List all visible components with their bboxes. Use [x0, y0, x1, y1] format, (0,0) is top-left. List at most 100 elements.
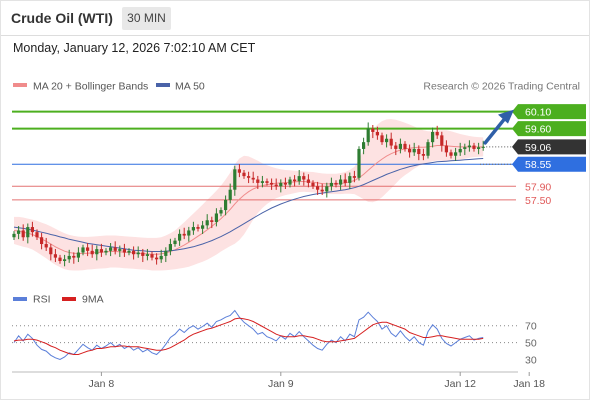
level-tag-59-06 — [512, 139, 586, 155]
forecast-arrow-shaft — [483, 117, 506, 145]
candle-body — [408, 148, 412, 153]
chart-header: Crude Oil (WTI) 30 MIN — [0, 0, 590, 36]
rsi-tick-label: 50 — [525, 338, 537, 350]
candle-body — [40, 237, 44, 245]
candle-body — [380, 135, 384, 143]
ma9-legend-label: 9MA — [82, 294, 104, 306]
candle-body — [283, 182, 287, 185]
candle-body — [426, 142, 430, 156]
candle-body — [325, 186, 329, 192]
instrument-title: Crude Oil (WTI) — [11, 10, 113, 26]
candle-body — [53, 254, 57, 258]
candle-body — [311, 182, 315, 187]
research-credit: Research © 2026 Trading Central — [423, 81, 580, 93]
level-label-58-55: 58.55 — [525, 159, 551, 171]
candle-body — [150, 254, 154, 258]
candle-body — [472, 145, 476, 149]
rsi-ma9-line — [13, 317, 484, 355]
candle-body — [477, 147, 481, 149]
candle-body — [26, 227, 30, 238]
candle-body — [164, 250, 168, 256]
level-label-59-60: 59.60 — [525, 124, 551, 136]
candle-body — [256, 179, 260, 183]
candle-body — [348, 176, 352, 183]
ma50-legend-swatch — [156, 83, 170, 87]
interval-button[interactable]: 30 MIN — [122, 7, 171, 30]
candle-body — [67, 255, 71, 260]
candle-body — [403, 143, 407, 149]
level-tag-59-60 — [512, 121, 586, 137]
candle-body — [293, 179, 297, 182]
candle-body — [306, 179, 310, 183]
x-tick-label: Jan 18 — [513, 378, 545, 390]
candle-body — [339, 179, 343, 185]
candle-body — [191, 227, 195, 231]
candle-body — [113, 247, 117, 251]
candle-body — [49, 247, 53, 255]
candle-body — [30, 227, 34, 233]
candle-body — [95, 249, 99, 255]
candle-body — [178, 233, 182, 241]
level-label-57-90: 57.90 — [525, 181, 551, 193]
candle-body — [288, 179, 292, 185]
candle-body — [435, 131, 439, 136]
candle-body — [265, 181, 269, 183]
x-tick-label: Jan 8 — [89, 378, 115, 390]
candle-body — [270, 182, 274, 185]
x-tick-label: Jan 9 — [268, 378, 294, 390]
ma9-legend-swatch — [62, 297, 76, 301]
candle-body — [132, 250, 136, 255]
rsi-tick-label: 30 — [525, 355, 537, 367]
candle-body — [168, 244, 172, 251]
candle-body — [44, 244, 48, 248]
level-tag-60-10 — [512, 104, 586, 120]
rsi-panel: 70 50 30 — [12, 309, 537, 367]
candle-body — [444, 145, 448, 153]
ma20-legend-swatch — [13, 83, 27, 87]
candle-body — [371, 128, 375, 132]
timestamp-text: Monday, January 12, 2026 7:02:10 AM CET — [13, 41, 256, 55]
candle-body — [357, 148, 361, 178]
candle-body — [398, 143, 402, 149]
candle-body — [417, 148, 421, 155]
candle-body — [214, 213, 218, 222]
ma50-line — [13, 158, 484, 252]
rsi-legend-swatch — [13, 297, 27, 301]
candle-body — [343, 179, 347, 183]
candle-body — [81, 247, 85, 253]
bollinger-band — [14, 119, 484, 271]
candle-body — [279, 182, 283, 187]
candle-body — [481, 146, 485, 148]
candle-body — [182, 233, 186, 236]
candle-body — [118, 249, 122, 251]
rsi-legend-label: RSI — [33, 294, 51, 306]
candle-body — [421, 154, 425, 156]
candle-body — [136, 252, 140, 255]
candle-body — [297, 176, 301, 182]
level-label-57-50: 57.50 — [525, 195, 551, 207]
level-label-59-06: 59.06 — [525, 142, 551, 154]
candle-body — [17, 230, 21, 234]
candle-body — [449, 152, 453, 156]
candle-body — [242, 172, 246, 177]
x-axis: Jan 8 Jan 9 Jan 12 Jan 18 — [12, 371, 545, 390]
rsi-legend: RSI 9MA — [13, 294, 104, 306]
candle-body — [72, 255, 76, 258]
candle-body — [104, 250, 108, 253]
candle-body — [155, 257, 159, 260]
candle-body — [228, 189, 232, 200]
x-tick-label: Jan 12 — [444, 378, 476, 390]
candle-body — [316, 186, 320, 190]
candle-body — [366, 128, 370, 143]
candle-body — [63, 259, 67, 262]
candle-body — [205, 220, 209, 226]
candle-body — [99, 249, 103, 253]
candle-body — [362, 142, 366, 149]
candle-body — [389, 138, 393, 146]
candle-body — [334, 182, 338, 185]
candle-body — [12, 233, 16, 238]
candle-body — [233, 169, 237, 190]
candle-body — [274, 184, 278, 187]
candle-body — [467, 145, 471, 148]
